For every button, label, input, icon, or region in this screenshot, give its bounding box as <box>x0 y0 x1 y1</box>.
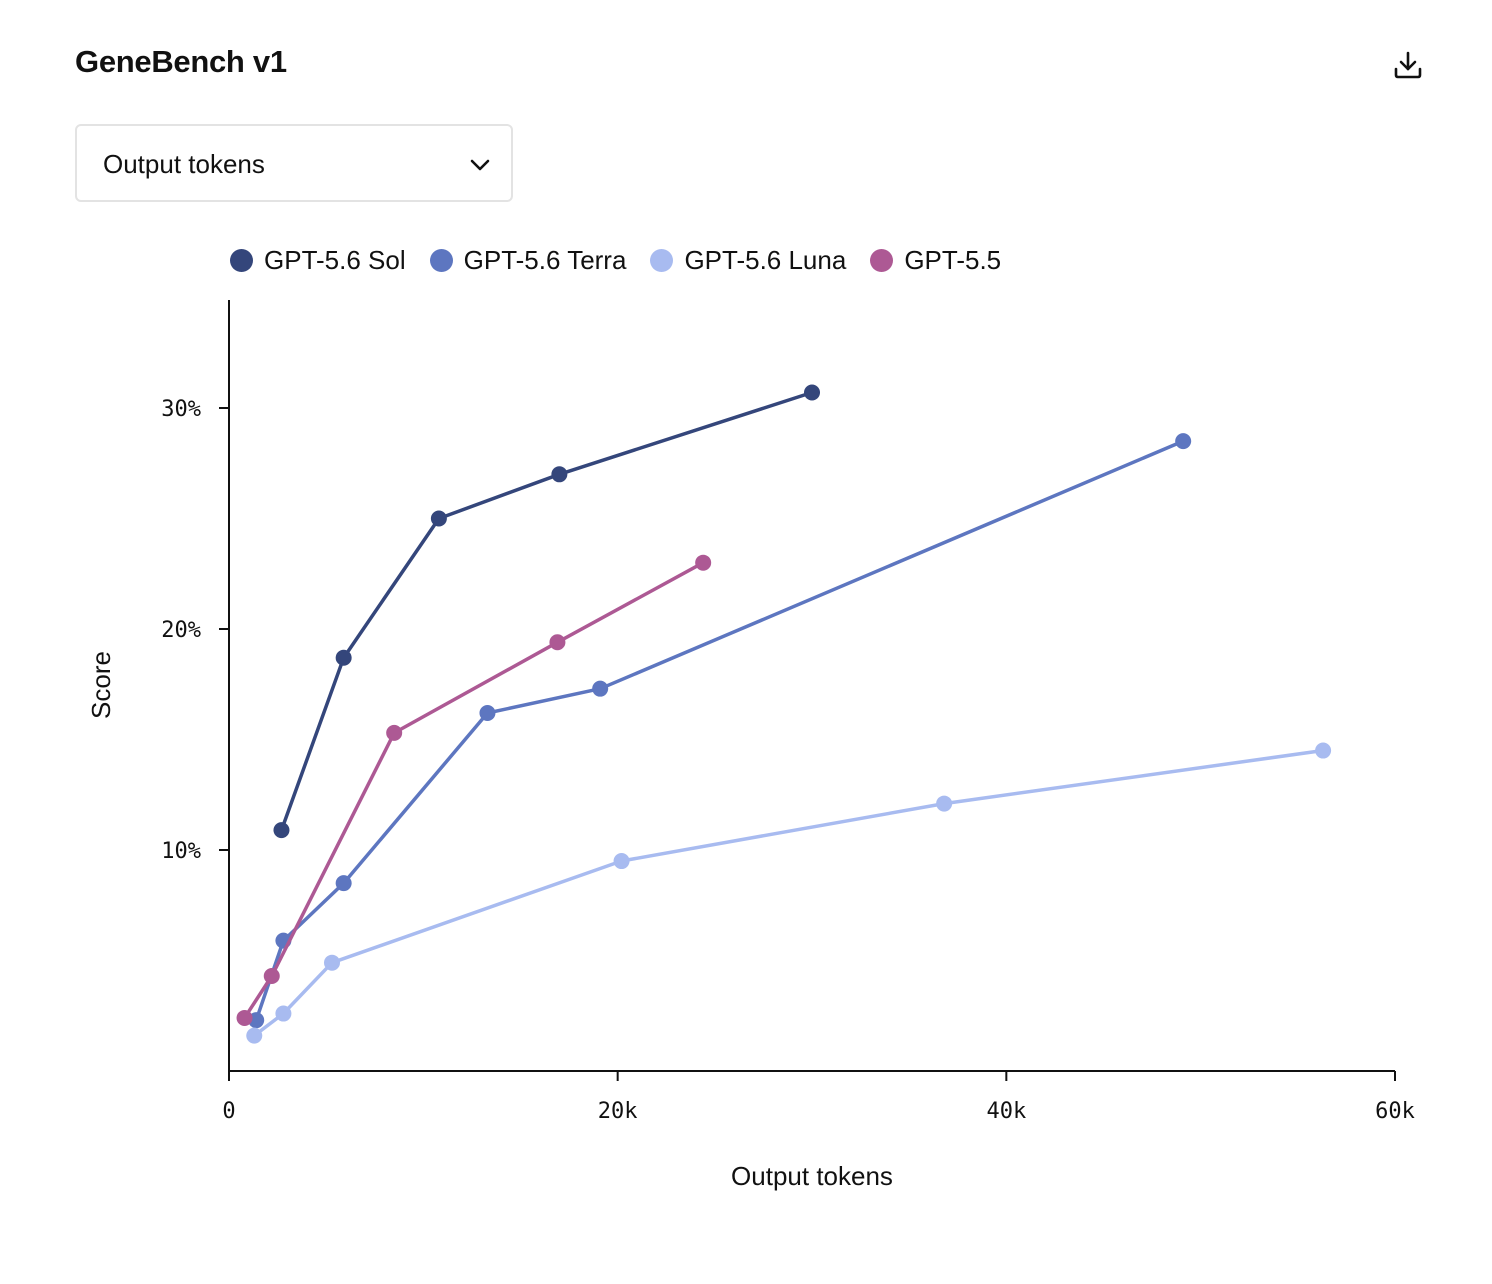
legend-label: GPT-5.6 Luna <box>684 245 847 275</box>
y-axis-title: Score <box>86 651 116 719</box>
data-point <box>275 1005 292 1022</box>
data-point <box>430 510 447 527</box>
chart-title: GeneBench v1 <box>75 44 287 79</box>
series-line <box>279 390 814 832</box>
data-point <box>236 1009 253 1026</box>
data-point <box>479 704 496 721</box>
chart-legend: GPT-5.6 Sol GPT-5.6 Terra GPT-5.6 Luna GPT-… <box>230 240 1025 280</box>
legend-item[interactable]: GPT-5.6 Sol <box>230 244 406 276</box>
legend-label: GPT-5.6 Sol <box>264 245 406 275</box>
x-tick-label: 20k <box>598 1099 638 1124</box>
legend-swatch <box>429 248 453 272</box>
data-point <box>549 634 566 651</box>
x-axis-title: Output tokens <box>731 1161 893 1191</box>
metric-select[interactable]: Output tokens <box>75 124 513 202</box>
legend-item[interactable]: GPT-5.5 <box>870 244 1001 276</box>
data-point <box>323 954 340 971</box>
legend-label: GPT-5.6 Terra <box>463 245 627 275</box>
legend-item[interactable]: GPT-5.6 Terra <box>429 244 627 276</box>
series-line <box>254 439 1185 1022</box>
data-point <box>335 875 352 892</box>
legend-item[interactable]: GPT-5.6 Luna <box>650 244 846 276</box>
data-point <box>804 384 820 401</box>
y-tick-label: 30% <box>161 397 201 422</box>
data-point <box>335 649 352 666</box>
data-point <box>592 680 609 697</box>
y-tick-label: 20% <box>161 618 201 643</box>
legend-swatch <box>650 248 674 272</box>
data-point <box>613 853 630 870</box>
data-point <box>551 466 568 483</box>
series-group <box>236 554 712 1026</box>
data-point <box>695 554 712 571</box>
legend-swatch <box>870 248 894 272</box>
metric-select-value: Output tokens <box>103 149 265 179</box>
data-point <box>936 795 953 812</box>
y-tick-label: 10% <box>161 839 201 864</box>
x-tick-label: 40k <box>986 1099 1026 1124</box>
series-line <box>252 748 1325 1038</box>
series-group <box>248 433 1192 1029</box>
data-point <box>263 967 280 984</box>
legend-swatch <box>230 248 253 272</box>
data-point <box>273 822 290 839</box>
data-point <box>1175 433 1192 450</box>
x-tick-label: 60k <box>1375 1099 1415 1124</box>
x-tick-label: 0 <box>222 1099 235 1124</box>
data-point <box>246 1027 263 1044</box>
data-point <box>386 724 403 741</box>
series-group <box>246 742 1332 1044</box>
legend-label: GPT-5.5 <box>904 245 1002 275</box>
series-line <box>242 560 705 1020</box>
series-group <box>273 384 820 839</box>
chevron-down-icon <box>470 159 490 171</box>
data-point <box>1315 742 1332 759</box>
download-button[interactable] <box>1387 44 1429 86</box>
download-icon <box>1394 51 1422 79</box>
